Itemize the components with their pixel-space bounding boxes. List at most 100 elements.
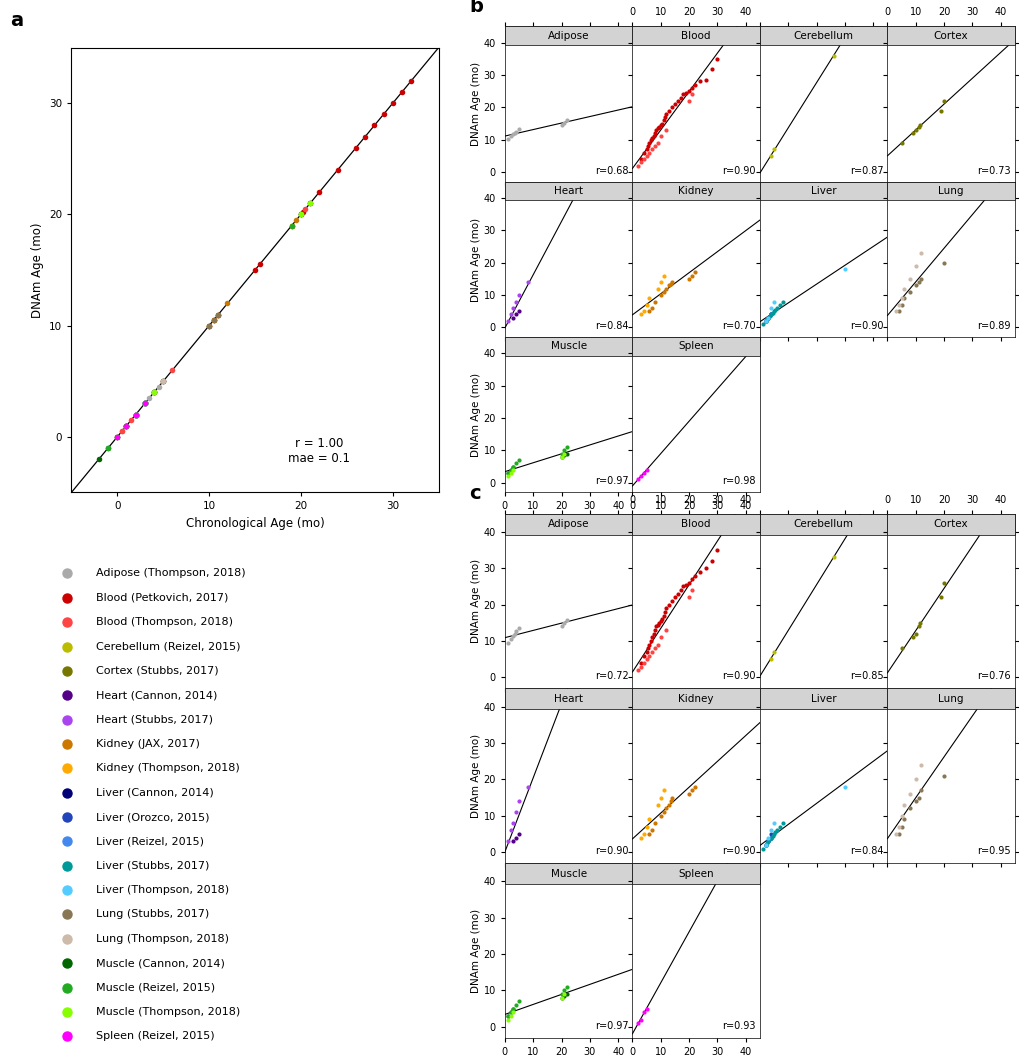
Point xyxy=(511,993,527,1010)
Point xyxy=(146,383,162,400)
Point xyxy=(686,76,702,93)
Bar xyxy=(887,688,1014,710)
Point xyxy=(638,141,654,158)
Text: Adipose (Thompson, 2018): Adipose (Thompson, 2018) xyxy=(96,569,246,578)
Point xyxy=(893,819,909,836)
Point xyxy=(511,620,527,636)
Point xyxy=(502,462,519,479)
Point xyxy=(910,789,926,806)
Point xyxy=(766,824,783,841)
Point xyxy=(127,406,144,423)
Point xyxy=(201,317,217,334)
Point xyxy=(648,122,664,139)
Point xyxy=(553,116,570,133)
Point xyxy=(657,105,674,122)
Point xyxy=(118,417,135,434)
Point xyxy=(692,563,708,580)
Text: Heart: Heart xyxy=(553,694,583,704)
Point xyxy=(137,395,153,412)
Point xyxy=(754,840,770,857)
Point xyxy=(762,300,779,317)
Point xyxy=(643,822,659,839)
Point xyxy=(283,217,300,234)
Point xyxy=(762,306,779,323)
Point xyxy=(155,373,171,390)
Text: Kidney (JAX, 2017): Kidney (JAX, 2017) xyxy=(96,739,200,749)
Text: Spleen (Reizel, 2015): Spleen (Reizel, 2015) xyxy=(96,1031,214,1041)
Point xyxy=(127,406,144,423)
Point xyxy=(635,465,651,482)
Point xyxy=(681,589,697,606)
Point xyxy=(558,438,575,455)
Point xyxy=(761,831,777,848)
Text: Lung: Lung xyxy=(937,694,963,704)
Y-axis label: DNAm Age (mo): DNAm Age (mo) xyxy=(470,217,480,302)
Point xyxy=(932,589,949,606)
Point xyxy=(127,406,144,423)
Point xyxy=(137,395,153,412)
Point xyxy=(686,778,702,795)
Point xyxy=(499,465,516,482)
Point xyxy=(292,205,309,222)
Point xyxy=(499,832,516,849)
Point xyxy=(912,756,928,773)
Point xyxy=(681,83,697,100)
Point xyxy=(657,622,674,639)
Point xyxy=(663,789,680,806)
Text: Lung (Thompson, 2018): Lung (Thompson, 2018) xyxy=(96,934,228,944)
Point xyxy=(662,275,679,292)
Point xyxy=(553,445,570,462)
Text: Liver (Cannon, 2014): Liver (Cannon, 2014) xyxy=(96,788,213,797)
Point xyxy=(683,79,699,96)
Point xyxy=(657,122,674,139)
Point xyxy=(302,195,318,212)
Point xyxy=(499,1007,516,1024)
Point xyxy=(907,276,923,293)
Point xyxy=(758,834,774,851)
Point xyxy=(649,616,665,633)
Text: r=0.68: r=0.68 xyxy=(594,165,628,176)
Point xyxy=(146,383,162,400)
Point xyxy=(935,767,952,784)
Point xyxy=(668,92,685,109)
Point xyxy=(558,445,575,462)
Point xyxy=(643,629,659,646)
Point xyxy=(118,417,135,434)
Text: Cerebellum (Reizel, 2015): Cerebellum (Reizel, 2015) xyxy=(96,642,240,651)
Point xyxy=(662,793,679,810)
Point xyxy=(663,273,680,290)
Point xyxy=(692,73,708,90)
Point xyxy=(632,829,648,846)
Point xyxy=(655,607,672,624)
Point xyxy=(890,303,906,320)
Point xyxy=(762,306,779,323)
Point xyxy=(824,47,841,64)
Point xyxy=(127,406,144,423)
Text: Cerebellum: Cerebellum xyxy=(793,519,853,530)
Bar xyxy=(759,688,887,710)
Point xyxy=(555,987,572,1004)
Point xyxy=(646,640,662,657)
Point xyxy=(251,256,267,273)
Point xyxy=(638,297,654,313)
Point xyxy=(912,245,928,262)
Point xyxy=(504,125,521,142)
Point xyxy=(507,623,524,640)
Point xyxy=(127,406,144,423)
Point xyxy=(558,979,575,995)
Point xyxy=(641,134,657,151)
Point xyxy=(893,290,909,307)
Point xyxy=(555,986,572,1003)
Point xyxy=(649,134,665,151)
Point xyxy=(686,567,702,584)
Point xyxy=(683,267,699,284)
Point xyxy=(302,195,318,212)
Y-axis label: DNAm Age (mo): DNAm Age (mo) xyxy=(31,222,44,318)
Point xyxy=(137,395,153,412)
Bar xyxy=(504,182,632,200)
Point xyxy=(635,303,651,320)
Point xyxy=(558,611,575,628)
Point xyxy=(137,395,153,412)
Point xyxy=(137,395,153,412)
Point xyxy=(347,139,364,156)
